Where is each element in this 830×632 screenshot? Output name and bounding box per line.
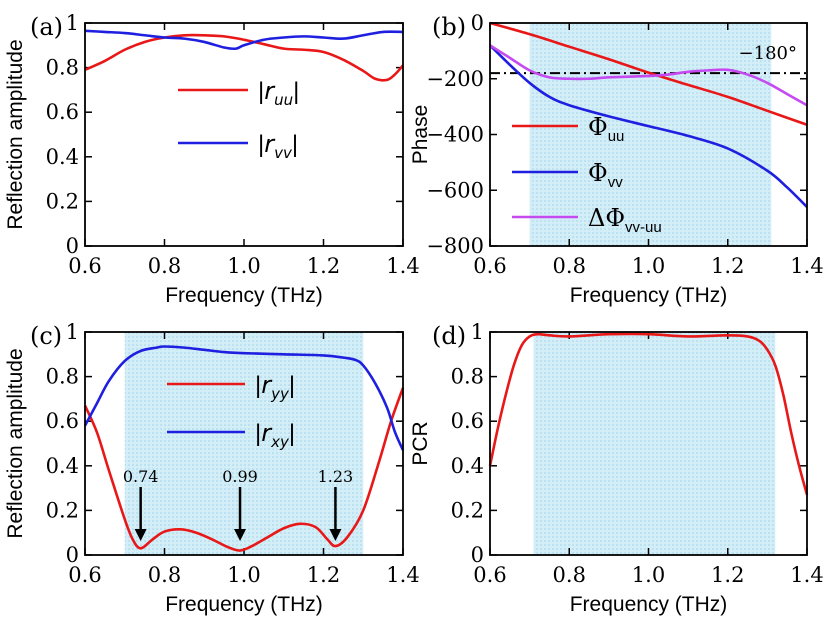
x-tick-label: 0.8 <box>553 563 586 587</box>
series-line-c-0 <box>83 387 405 552</box>
x-axis-title: Frequency (THz) <box>165 593 323 616</box>
x-axis-title: Frequency (THz) <box>570 593 728 616</box>
shaded-band <box>124 332 364 555</box>
x-axis-title: Frequency (THz) <box>570 284 728 307</box>
x-tick-label: 1.2 <box>307 563 340 587</box>
chart-panel-a: 0.6 0.8 1.0 1.2 1.4 0 0.2 0.4 0.6 0.8 1 Frequency (… <box>4 11 420 307</box>
y-tick-label: 0 <box>471 11 484 35</box>
y-tick-label: 0.6 <box>451 409 484 433</box>
x-tick-label: 0.8 <box>553 254 586 278</box>
axes-frame <box>84 331 404 556</box>
chart-panel-d: 0.6 0.8 1.0 1.2 1.4 0 0.2 0.4 0.6 0.8 1 Frequency (… <box>409 320 824 616</box>
legend-entry: Φuu <box>588 113 624 145</box>
y-tick-label: 0.2 <box>46 189 79 213</box>
panel-label: (a) <box>30 13 63 41</box>
legend-a: |ruu| |rvv| <box>178 77 299 162</box>
x-tick-label: 1.0 <box>632 563 665 587</box>
legend-entry: |ryy| <box>255 371 295 403</box>
legend-entry: ΔΦvv-uu <box>588 204 662 236</box>
legend-entry: |rvv| <box>258 130 298 162</box>
y-tick-label: −600 <box>426 178 484 202</box>
x-tick-label: 1.0 <box>227 254 260 278</box>
y-tick-label: 0 <box>66 543 79 567</box>
y-tick-label: 1 <box>471 320 484 344</box>
y-tick-label: 0.8 <box>451 365 484 389</box>
panel-label: (c) <box>30 322 62 350</box>
legend-c: |ryy| |rxy| <box>167 371 295 451</box>
y-tick-label: 0.4 <box>46 454 79 478</box>
legend-entry: |ruu| <box>258 77 299 109</box>
y-tick-label: 1 <box>66 320 79 344</box>
annotation-arrowhead <box>234 529 247 541</box>
y-tick-label: 0.2 <box>451 498 484 522</box>
x-axis-title: Frequency (THz) <box>165 284 323 307</box>
y-tick-label: −800 <box>426 234 484 258</box>
annotation-arrowhead <box>329 529 342 541</box>
axes-frame <box>489 331 808 556</box>
axes-frame <box>84 22 404 247</box>
y-tick-label: 0.4 <box>451 454 484 478</box>
x-tick-label: 0.8 <box>148 254 181 278</box>
annotation-label: 0.74 <box>123 467 159 486</box>
y-tick-label: −200 <box>426 67 484 91</box>
y-tick-label: 1 <box>66 11 79 35</box>
x-tick-label: 1.4 <box>386 254 419 278</box>
annotation-label: 1.23 <box>318 467 354 486</box>
axes-frame <box>489 22 808 247</box>
panel-label: (d) <box>432 322 466 350</box>
y-tick-label: 0.2 <box>46 498 79 522</box>
chart-panel-b: 0.6 0.8 1.0 1.2 1.4 0 −200 −400 −600 −800 −180° Fre… <box>409 11 824 307</box>
y-axis-title: Phase <box>409 105 432 165</box>
series-line-b-1 <box>489 44 808 208</box>
y-tick-label: 0.6 <box>46 409 79 433</box>
series-line-a-0 <box>84 33 404 82</box>
series-line-b-0 <box>489 21 808 126</box>
x-tick-label: 1.2 <box>307 254 340 278</box>
x-tick-label: 1.2 <box>711 563 744 587</box>
y-tick-label: 0.6 <box>46 100 79 124</box>
x-tick-label: 0.6 <box>473 254 506 278</box>
y-tick-label: 0 <box>471 543 484 567</box>
y-axis-title: Reflection amplitude <box>4 348 27 538</box>
series-line-a-1 <box>84 29 404 51</box>
chart-panel-c: 0.6 0.8 1.0 1.2 1.4 0 0.2 0.4 0.6 0.8 1 0.74 0.99 1.2… <box>4 320 420 616</box>
y-tick-label: −400 <box>426 123 484 147</box>
x-tick-label: 1.4 <box>790 254 823 278</box>
x-tick-label: 1.4 <box>790 563 823 587</box>
annotation-label: 0.99 <box>222 467 258 486</box>
x-tick-label: 1.0 <box>227 563 260 587</box>
x-tick-label: 1.0 <box>632 254 665 278</box>
x-tick-label: 0.6 <box>473 563 506 587</box>
series-line-b-2 <box>489 44 808 107</box>
y-axis-title: PCR <box>409 421 432 465</box>
y-tick-label: 0 <box>66 234 79 258</box>
y-tick-label: 0.8 <box>46 365 79 389</box>
x-tick-label: 0.6 <box>68 254 101 278</box>
x-tick-label: 1.2 <box>711 254 744 278</box>
series-line-c-1 <box>83 345 405 451</box>
y-tick-label: 0.4 <box>46 145 79 169</box>
x-tick-label: 0.6 <box>68 563 101 587</box>
panel-label: (b) <box>432 13 466 41</box>
reference-line-label: −180° <box>739 43 797 64</box>
legend-b: Φuu Φvv ΔΦvv-uu <box>512 113 662 236</box>
y-axis-title: Reflection amplitude <box>4 39 27 229</box>
annotation-arrowhead <box>134 529 147 541</box>
y-tick-label: 0.8 <box>46 56 79 80</box>
shaded-band <box>533 332 776 555</box>
series-line-d-0 <box>488 332 809 496</box>
legend-entry: Φvv <box>588 159 623 191</box>
shaded-band <box>529 23 772 246</box>
x-tick-label: 1.4 <box>386 563 419 587</box>
legend-entry: |rxy| <box>255 419 295 451</box>
x-tick-label: 0.8 <box>148 563 181 587</box>
